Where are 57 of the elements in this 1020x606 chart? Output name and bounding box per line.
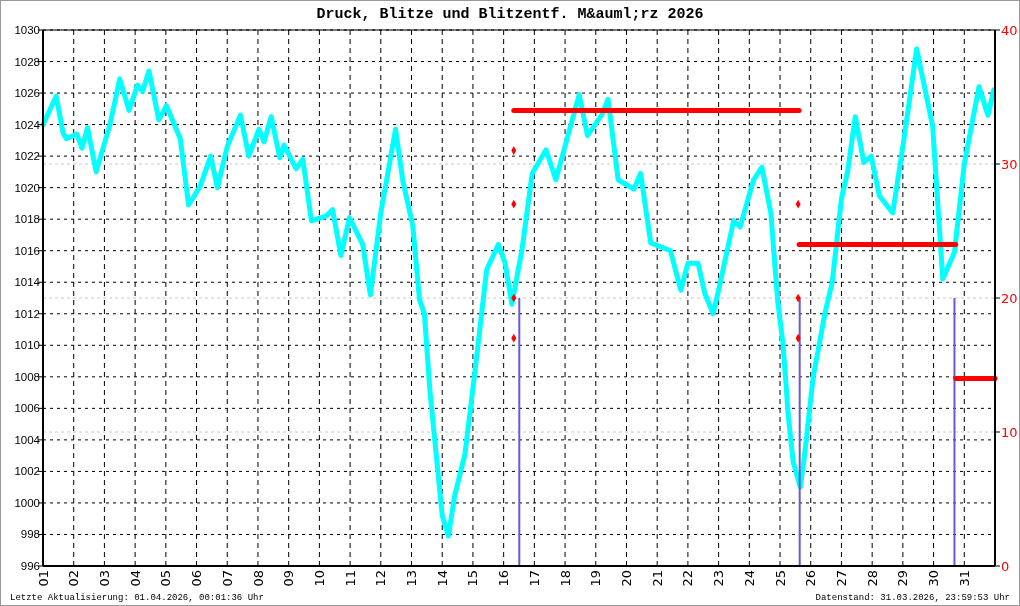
y-tick-label: 1020 xyxy=(14,181,40,194)
x-tick-label: 02 xyxy=(66,570,82,587)
x-tick-label: 07 xyxy=(219,570,235,587)
y-tick-label: 1006 xyxy=(14,402,40,415)
x-tick-label: 11 xyxy=(342,570,358,587)
x-tick-label: 29 xyxy=(895,570,911,587)
x-tick-label: 27 xyxy=(834,570,849,587)
x-tick-label: 08 xyxy=(250,570,266,587)
y2-tick-label: 20 xyxy=(1001,290,1018,306)
x-tick-label: 01 xyxy=(35,570,51,587)
y-tick-label: 1010 xyxy=(14,339,40,352)
x-tick-label: 18 xyxy=(557,570,573,587)
y-tick-label: 1014 xyxy=(14,276,41,289)
y-tick-label: 1030 xyxy=(14,24,40,37)
x-tick-label: 05 xyxy=(158,570,174,587)
x-tick-label: 24 xyxy=(741,570,757,587)
x-tick-label: 26 xyxy=(803,570,819,587)
y-tick-label: 1028 xyxy=(14,55,40,68)
y2-tick-label: 40 xyxy=(1001,22,1018,38)
y-tick-label: 1016 xyxy=(14,244,40,257)
x-tick-label: 28 xyxy=(864,570,880,587)
y-tick-label: 1008 xyxy=(14,370,40,383)
y2-tick-label: 30 xyxy=(1001,156,1018,172)
x-tick-label: 03 xyxy=(96,570,112,587)
x-tick-label: 30 xyxy=(926,570,942,587)
x-tick-label: 10 xyxy=(311,570,327,587)
x-tick-label: 15 xyxy=(465,570,481,587)
chart-title: Druck, Blitze und Blitzentf. M&auml;rz 2026 xyxy=(316,6,704,23)
text: Datenstand: 31.03.2026, 23:59:53 Uhr xyxy=(815,593,1010,603)
x-tick-label: 23 xyxy=(711,570,727,587)
x-tick-label: 09 xyxy=(281,570,297,587)
y-tick-label: 1018 xyxy=(14,213,40,226)
y-tick-label: 1012 xyxy=(14,307,40,320)
x-tick-label: 06 xyxy=(189,570,205,587)
x-tick-label: 16 xyxy=(496,570,512,587)
x-tick-label: 14 xyxy=(434,570,450,587)
y-tick-label: 998 xyxy=(20,528,40,541)
x-tick-label: 17 xyxy=(526,570,542,587)
y-tick-label: 996 xyxy=(20,560,40,573)
y-tick-label: 1000 xyxy=(14,496,40,509)
y-tick-label: 1026 xyxy=(14,87,40,100)
x-tick-label: 20 xyxy=(619,570,635,587)
y2-tick-label: 10 xyxy=(1001,424,1018,440)
y-tick-label: 1024 xyxy=(14,118,41,131)
y2-tick-label: 0 xyxy=(1001,558,1010,574)
x-tick-label: 04 xyxy=(127,570,143,587)
x-tick-label: 19 xyxy=(588,570,604,587)
y-tick-label: 1002 xyxy=(14,465,40,478)
x-tick-label: 25 xyxy=(772,570,788,587)
x-tick-label: 13 xyxy=(404,570,420,587)
text: Letzte Aktualisierung: 01.04.2026, 00:01:36 Uhr xyxy=(10,593,264,603)
x-tick-label: 31 xyxy=(956,570,972,587)
x-tick-label: 12 xyxy=(373,570,389,587)
x-tick-label: 22 xyxy=(680,570,696,587)
x-tick-label: 21 xyxy=(649,570,665,587)
y-tick-label: 1022 xyxy=(14,150,40,163)
y-tick-label: 1004 xyxy=(14,433,41,446)
